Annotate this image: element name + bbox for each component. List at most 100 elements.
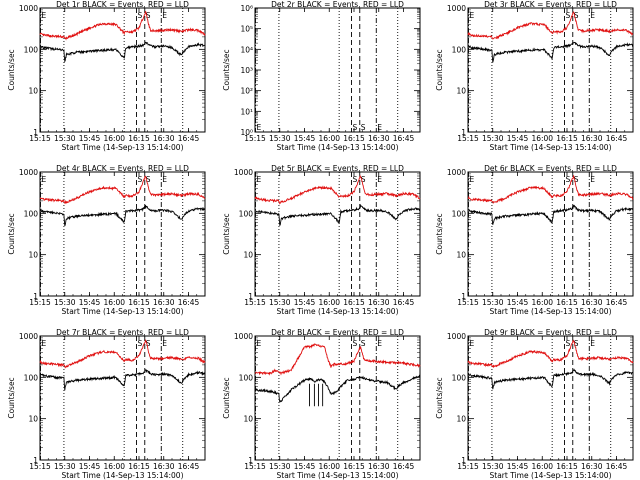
x-tick-label: 15:45 (294, 134, 316, 143)
marker-label: S (146, 339, 151, 348)
x-axis-label: Start Time (14-Sep-13 15:14:00) (490, 307, 612, 316)
x-tick-label: 16:45 (178, 462, 200, 471)
x-tick-label: 16:15 (343, 134, 365, 143)
marker-label: E (41, 175, 46, 184)
x-tick-label: 16:15 (556, 134, 578, 143)
marker-label: S (146, 11, 151, 20)
y-tick-label: 100 (239, 373, 254, 382)
x-tick-label: 15:45 (507, 298, 529, 307)
y-tick-label: 1 (33, 456, 38, 465)
x-tick-label: 16:30 (581, 134, 603, 143)
x-tick-label: 16:00 (103, 298, 125, 307)
x-tick-label: 16:15 (128, 298, 150, 307)
x-tick-label: 15:15 (244, 134, 266, 143)
series-events-black (39, 369, 206, 391)
y-axis-label: Counts/sec (222, 213, 231, 254)
series-events-black (254, 203, 421, 227)
panel-title: Det 3r BLACK = Events, RED = LLD (484, 0, 617, 9)
marker-label: S (361, 175, 366, 184)
x-tick-label: 16:15 (556, 462, 578, 471)
y-tick-label: 1000 (447, 168, 466, 177)
y-tick-label: 10 (28, 251, 38, 260)
marker-label: E (590, 175, 595, 184)
series-events-black (39, 41, 206, 63)
y-tick-label: 10¹ (240, 107, 253, 116)
x-tick-label: 15:30 (54, 298, 76, 307)
series-events-black (254, 374, 421, 403)
x-tick-label: 15:30 (269, 134, 291, 143)
y-tick-label: 10³ (240, 66, 253, 75)
y-tick-label: 10⁴ (240, 45, 253, 54)
x-tick-label: 16:15 (556, 298, 578, 307)
x-tick-label: 16:15 (128, 462, 150, 471)
marker-label: E (590, 11, 595, 20)
marker-label: S (146, 175, 151, 184)
marker-label: E (41, 11, 46, 20)
panel-title: Det 7r BLACK = Events, RED = LLD (56, 328, 189, 337)
marker-label: E (377, 123, 382, 132)
marker-label: E (377, 175, 382, 184)
marker-label: E (256, 339, 261, 348)
marker-label: E (590, 339, 595, 348)
series-lld-red (39, 11, 206, 41)
marker-label: E (256, 123, 261, 132)
x-tick-label: 15:45 (79, 462, 101, 471)
marker-label: E (162, 175, 167, 184)
y-tick-label: 1 (461, 456, 466, 465)
x-tick-label: 15:45 (294, 298, 316, 307)
x-tick-label: 15:15 (457, 462, 479, 471)
series-lld-red (254, 343, 421, 376)
x-tick-label: 15:30 (269, 462, 291, 471)
x-tick-label: 16:45 (606, 298, 628, 307)
y-axis-label: Counts/sec (435, 49, 444, 90)
x-tick-label: 16:30 (368, 462, 390, 471)
plot-frame (39, 7, 206, 133)
chart-panel-1: Det 1r BLACK = Events, RED = LLD 15:15 15:… (7, 0, 206, 152)
x-axis-label: Start Time (14-Sep-13 15:14:00) (277, 471, 399, 480)
y-axis-label: Counts/sec (222, 377, 231, 418)
x-tick-label: 16:00 (318, 134, 340, 143)
x-axis-label: Start Time (14-Sep-13 15:14:00) (490, 143, 612, 152)
marker-label: S (138, 175, 143, 184)
x-tick-label: 16:45 (393, 298, 415, 307)
panel-title: Det 5r BLACK = Events, RED = LLD (271, 164, 404, 173)
x-tick-label: 15:15 (29, 134, 51, 143)
y-tick-label: 100 (24, 209, 39, 218)
y-tick-label: 10 (243, 251, 253, 260)
y-tick-label: 1 (33, 292, 38, 301)
plot-frame (39, 335, 206, 461)
x-tick-label: 16:45 (606, 462, 628, 471)
x-tick-label: 16:30 (153, 298, 175, 307)
y-tick-label: 1 (33, 128, 38, 137)
y-tick-label: 10 (28, 415, 38, 424)
x-tick-label: 15:30 (482, 462, 504, 471)
y-tick-label: 100 (452, 373, 467, 382)
panel-title: Det 1r BLACK = Events, RED = LLD (56, 0, 189, 9)
series-lld-red (467, 339, 634, 368)
x-tick-label: 16:00 (531, 298, 553, 307)
x-axis-label: Start Time (14-Sep-13 15:14:00) (62, 471, 184, 480)
marker-label: S (353, 175, 358, 184)
marker-label: E (469, 11, 474, 20)
x-tick-label: 15:15 (244, 462, 266, 471)
series-lld-red (39, 339, 206, 369)
y-tick-label: 10 (456, 251, 466, 260)
x-tick-label: 15:15 (457, 134, 479, 143)
y-tick-label: 1000 (19, 168, 38, 177)
x-tick-label: 15:30 (54, 134, 76, 143)
marker-label: S (138, 11, 143, 20)
plot-frame (467, 335, 634, 461)
y-tick-label: 10 (456, 415, 466, 424)
y-axis-label: Counts/sec (7, 49, 16, 90)
series-events-black (467, 204, 634, 225)
plot-frame (254, 7, 421, 133)
marker-label: S (138, 339, 143, 348)
marker-label: E (256, 175, 261, 184)
y-tick-label: 10⁰ (240, 128, 253, 137)
panel-title: Det 9r BLACK = Events, RED = LLD (484, 328, 617, 337)
x-tick-label: 16:45 (178, 298, 200, 307)
